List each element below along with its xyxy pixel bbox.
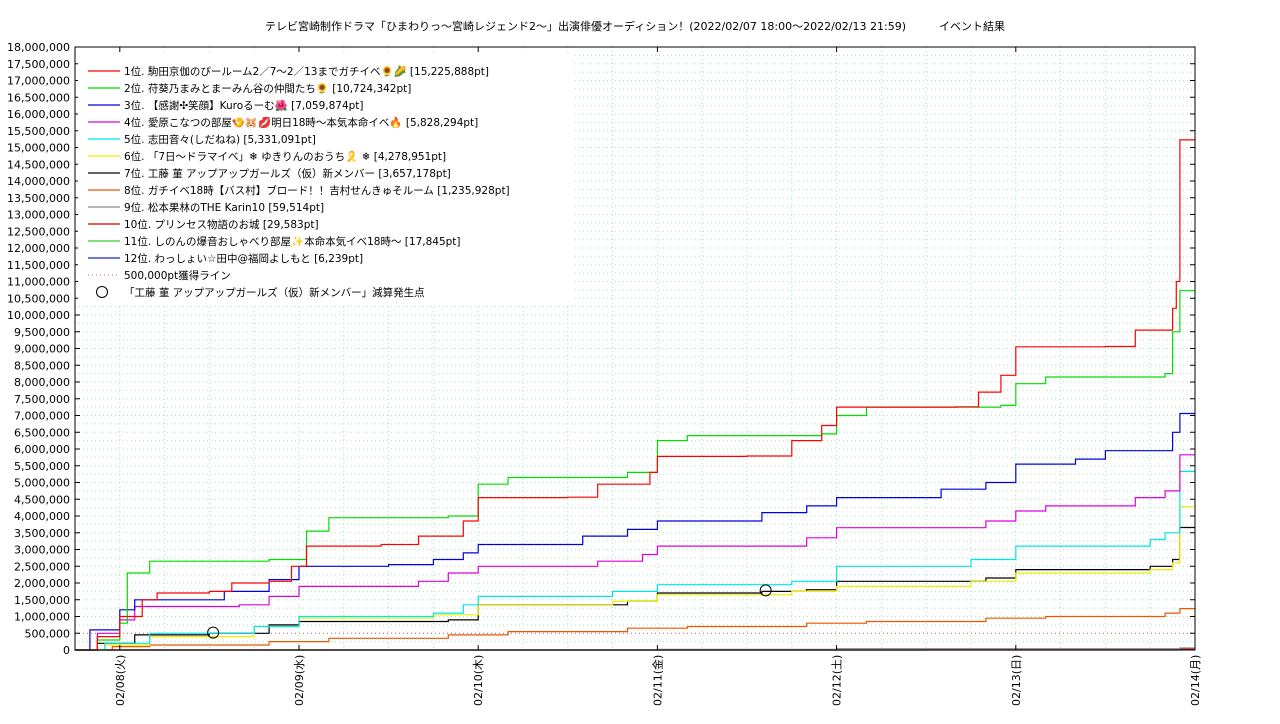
y-tick-label: 4,000,000 xyxy=(14,510,70,523)
y-tick-label: 8,500,000 xyxy=(14,359,70,372)
legend-label-marker: 「工藤 菫 アップアップガールズ（仮）新メンバー」減算発生点 xyxy=(124,286,425,299)
y-tick-label: 12,500,000 xyxy=(7,225,70,238)
y-tick-label: 12,000,000 xyxy=(7,242,70,255)
y-tick-label: 17,000,000 xyxy=(7,75,70,88)
x-tick-label: 02/12(土) xyxy=(831,655,844,706)
y-tick-label: 9,500,000 xyxy=(14,326,70,339)
legend-label-reference: 500,000pt獲得ライン xyxy=(124,269,231,282)
legend-label: 1位. 駒田京伽のぴールーム2／7～2／13までガチイベ🌻🌽 [15,225,8… xyxy=(124,65,489,78)
y-tick-label: 7,000,000 xyxy=(14,410,70,423)
legend-label: 3位. 【感謝✣笑顔】Kuroるーむ🌺 [7,059,874pt] xyxy=(124,99,364,112)
series-line-8 xyxy=(75,609,1195,650)
chart-title: テレビ宮崎制作ドラマ「ひまわりっ～宮崎レジェンド2～」出演俳優オーディション！(… xyxy=(265,19,1005,33)
y-tick-label: 8,000,000 xyxy=(14,376,70,389)
y-tick-label: 1,000,000 xyxy=(14,611,70,624)
y-tick-label: 5,000,000 xyxy=(14,477,70,490)
legend-label: 8位. ガチイベ18時【バス村】ブロード！！吉村せんきゅそルーム [1,235,… xyxy=(124,184,510,197)
y-tick-label: 500,000 xyxy=(25,627,71,640)
series-line-2 xyxy=(75,291,1195,650)
legend-label: 4位. 愛原こなつの部屋🍤🐹💋明日18時～本気本命イベ🔥 [5,828,294p… xyxy=(124,116,478,129)
y-tick-label: 13,000,000 xyxy=(7,209,70,222)
x-tick-label: 02/11(金) xyxy=(650,655,664,706)
y-tick-label: 3,500,000 xyxy=(14,527,70,540)
y-tick-label: 10,000,000 xyxy=(7,309,70,322)
y-tick-label: 2,000,000 xyxy=(14,577,70,590)
y-tick-label: 3,000,000 xyxy=(14,544,70,557)
y-tick-label: 15,000,000 xyxy=(7,142,70,155)
legend-label: 7位. 工藤 菫 アップアップガールズ（仮）新メンバー [3,657,178pt… xyxy=(124,167,451,180)
x-tick-label: 02/13(日) xyxy=(1010,655,1023,706)
y-tick-label: 0 xyxy=(63,644,70,657)
y-tick-label: 18,000,000 xyxy=(7,41,70,54)
x-tick-label: 02/10(木) xyxy=(472,655,485,706)
x-tick-label: 02/08(火) xyxy=(114,655,127,706)
y-tick-label: 15,500,000 xyxy=(7,125,70,138)
legend-label: 10位. プリンセス物語のお城 [29,583pt] xyxy=(124,218,319,231)
legend-label: 6位. 「7日～ドラマイベ」❄ ゆきりんのおうち🎗️ ❄ [4,278,951p… xyxy=(124,150,446,163)
y-tick-label: 14,000,000 xyxy=(7,175,70,188)
y-tick-label: 6,500,000 xyxy=(14,426,70,439)
y-tick-label: 7,500,000 xyxy=(14,393,70,406)
y-tick-label: 17,500,000 xyxy=(7,58,70,71)
legend-label: 5位. 志田音々(しだねね) [5,331,091pt] xyxy=(124,133,316,146)
y-tick-label: 10,500,000 xyxy=(7,292,70,305)
legend-label: 11位. しのんの爆音おしゃべり部屋✨本命本気イベ18時～ [17,845pt] xyxy=(124,235,461,248)
y-tick-label: 4,500,000 xyxy=(14,493,70,506)
y-tick-label: 11,500,000 xyxy=(7,259,70,272)
y-tick-label: 11,000,000 xyxy=(7,276,70,289)
y-tick-label: 16,500,000 xyxy=(7,91,70,104)
legend-label: 2位. 苻葵乃まみとまーみん谷の仲間たち🌻 [10,724,342pt] xyxy=(124,82,411,95)
legend: 1位. 駒田京伽のぴールーム2／7～2／13までガチイベ🌻🌽 [15,225,8… xyxy=(78,55,573,305)
y-tick-label: 2,500,000 xyxy=(14,560,70,573)
y-tick-label: 9,000,000 xyxy=(14,343,70,356)
x-tick-label: 02/14(月) xyxy=(1189,655,1202,706)
legend-label: 12位. わっしょい☆田中@福岡よしもと [6,239pt] xyxy=(124,252,363,265)
y-tick-label: 5,500,000 xyxy=(14,460,70,473)
y-tick-label: 16,000,000 xyxy=(7,108,70,121)
y-tick-label: 14,500,000 xyxy=(7,158,70,171)
legend-label: 9位. 松本果林のTHE Karin10 [59,514pt] xyxy=(124,201,324,214)
x-tick-label: 02/09(水) xyxy=(293,655,306,706)
y-tick-label: 6,000,000 xyxy=(14,443,70,456)
y-tick-label: 13,500,000 xyxy=(7,192,70,205)
y-tick-label: 1,500,000 xyxy=(14,594,70,607)
